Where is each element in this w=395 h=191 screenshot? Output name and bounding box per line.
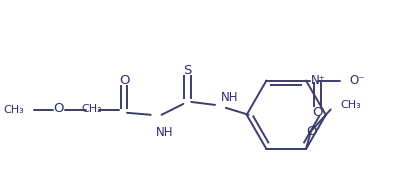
Text: O: O (53, 102, 64, 115)
Text: O: O (307, 125, 317, 138)
Text: O: O (119, 74, 129, 87)
Text: O: O (312, 106, 323, 119)
Text: NH: NH (221, 91, 239, 104)
Text: CH₃: CH₃ (340, 100, 361, 110)
Text: S: S (183, 64, 192, 77)
Text: NH: NH (156, 126, 173, 139)
Text: CH₃: CH₃ (4, 105, 24, 115)
Text: N⁺: N⁺ (310, 74, 325, 87)
Text: O⁻: O⁻ (350, 74, 365, 87)
Text: CH₂: CH₂ (81, 104, 102, 114)
